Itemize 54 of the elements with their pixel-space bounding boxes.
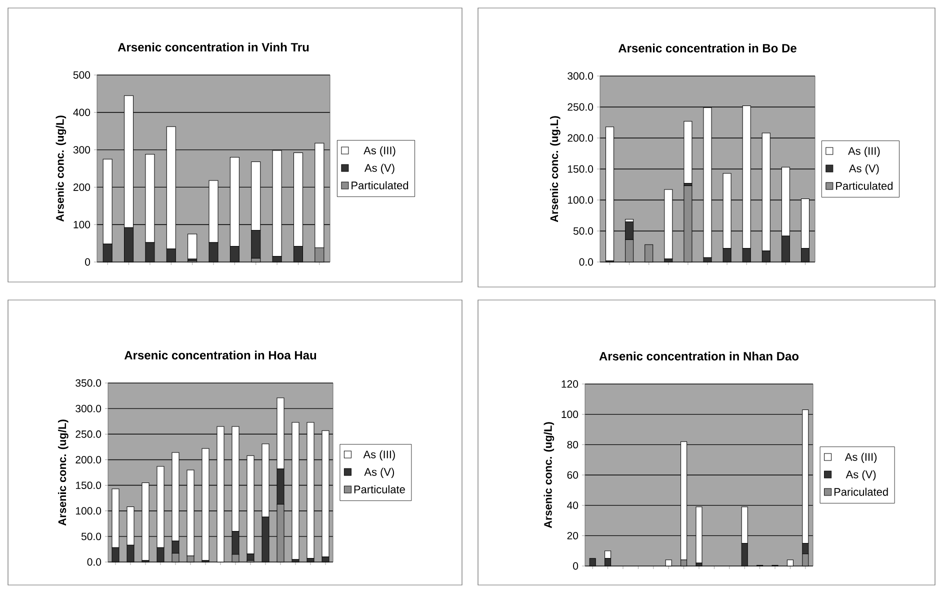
y-tick-label: 200 (73, 183, 90, 191)
y-tick-label: 150.0 (568, 165, 594, 173)
y-axis-title: Arsenic conc. (ug.L) (550, 116, 560, 222)
y-tick-label: 0 (573, 562, 578, 570)
y-tick-label: 300.0 (76, 404, 102, 412)
y-tick-label: 100 (562, 410, 578, 418)
legend-label: Particulate (354, 485, 405, 494)
y-tick-label: 50.0 (573, 227, 594, 235)
legend-label: As (III) (363, 450, 395, 461)
y-axis-title: Arsenic conc. (ug/L) (544, 422, 554, 528)
y-tick-label: 100.0 (568, 196, 594, 204)
chart-title: Arsenic concentration in Hoa Hau (124, 350, 316, 360)
bar (684, 121, 692, 184)
bar (696, 506, 702, 564)
y-tick-label: 120 (562, 380, 578, 388)
y-tick-label: 500 (73, 71, 90, 79)
y-tick-label: 60 (567, 471, 578, 479)
bar (306, 422, 314, 559)
y-tick-label: 100 (74, 220, 90, 228)
legend-label: As (III) (364, 146, 396, 157)
y-tick-label: 20 (567, 532, 578, 540)
legend-label: As (V) (364, 468, 394, 478)
y-tick-label: 0.0 (579, 258, 594, 266)
chart-title: Arsenic concentration in Nhan Dao (599, 352, 799, 360)
y-tick-label: 200.0 (568, 134, 594, 142)
y-tick-label: 300 (73, 146, 90, 154)
y-axis-title: Arsenic conc. (ug/L) (56, 116, 66, 222)
legend-label: As (III) (844, 452, 877, 464)
y-tick-label: 200.0 (76, 456, 102, 464)
chart-title: Arsenic concentration in Vinh Tru (118, 42, 309, 52)
y-tick-label: 40 (567, 502, 578, 510)
y-tick-label: 80 (567, 440, 578, 448)
legend-label: As (V) (364, 164, 394, 174)
legend-label: As (V) (846, 470, 876, 481)
bar (292, 422, 300, 560)
legend-label: As (III) (848, 146, 880, 158)
bar (664, 189, 673, 260)
y-tick-label: 0 (85, 258, 90, 266)
y-tick-label: 400 (73, 108, 90, 116)
y-tick-label: 250.0 (76, 430, 102, 438)
y-tick-label: 100.0 (76, 507, 102, 515)
legend-label: As (V) (848, 164, 879, 175)
legend-label: Pariculated (834, 488, 888, 496)
y-tick-label: 350.0 (76, 379, 102, 387)
bar (188, 234, 198, 260)
y-tick-label: 250.0 (568, 103, 594, 111)
y-axis-title: Arsenic conc. (ug/L) (58, 420, 68, 526)
y-tick-label: 300.0 (568, 72, 594, 80)
y-tick-label: 150.0 (76, 482, 102, 490)
legend-label: Particulated (352, 181, 408, 190)
legend-label: Particulated (836, 182, 893, 190)
y-tick-label: 50.0 (81, 532, 102, 540)
y-tick-label: 0.0 (87, 558, 102, 566)
chart-title: Arsenic concentration in Bo De (618, 44, 796, 52)
